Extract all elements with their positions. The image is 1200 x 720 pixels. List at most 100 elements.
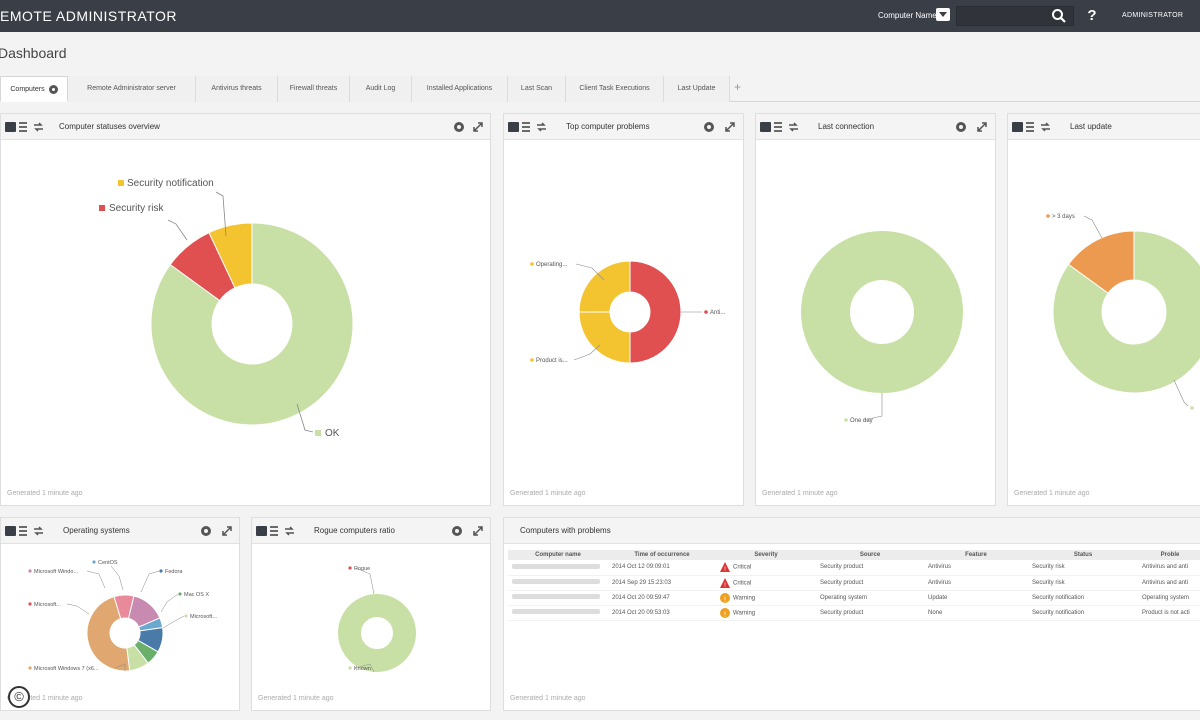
label-centos: CentOS (98, 560, 118, 566)
panel-operating-systems: Operating systems Microsoft Windo... Mic… (0, 517, 240, 711)
tab-remote-administrator-server[interactable]: Remote Administrator server (68, 76, 196, 102)
panel-last-connection: Last connection One day Generated 1 minu… (755, 113, 996, 506)
swap-icon[interactable] (33, 526, 44, 536)
slice-3-days[interactable] (1067, 230, 1135, 294)
chart-view-icon[interactable] (5, 526, 16, 536)
tab-gear-icon[interactable] (48, 84, 58, 94)
slice-anti[interactable] (629, 260, 682, 364)
generated-time: Generated 1 minute ago (510, 490, 586, 497)
table-row[interactable]: 2014 Sep 29 15:23:03 ! Critical Security … (508, 575, 1200, 591)
table-view-icon[interactable] (774, 122, 782, 132)
cell-severity: ! Warning (716, 605, 816, 621)
cell-status: Security notification (1028, 590, 1138, 606)
search-input[interactable] (956, 6, 1074, 26)
chart-view-icon[interactable] (256, 526, 267, 536)
chart-operating-systems: Microsoft Windo... Microsoft... CentOS F… (28, 560, 217, 672)
chart-last-connection: One day (801, 231, 963, 424)
search-type-dropdown[interactable] (936, 8, 950, 21)
page-title: Dashboard (0, 45, 67, 61)
swap-icon[interactable] (536, 122, 547, 132)
cell-computer-name (508, 575, 608, 591)
table-row[interactable]: 2014 Oct 20 09:59:47 ! Warning Operating … (508, 590, 1200, 606)
help-button[interactable]: ? (1087, 7, 1097, 24)
label-rogue: Rogue (354, 566, 370, 572)
tab-client-task-executions[interactable]: Client Task Executions (566, 76, 664, 102)
table-view-icon[interactable] (19, 122, 27, 132)
label-one-day: One day (850, 418, 873, 424)
generated-time: Generated 1 minute ago (510, 695, 586, 702)
expand-icon[interactable] (473, 122, 483, 132)
expand-icon[interactable] (473, 526, 483, 536)
label-win7: Microsoft Windows 7 (x6... (34, 666, 99, 672)
col-severity[interactable]: Severity (716, 550, 816, 560)
panel-title: Top computer problems (566, 122, 650, 131)
tab-last-update[interactable]: Last Update (664, 76, 730, 102)
col-computer-name[interactable]: Computer name (508, 550, 608, 560)
swap-icon[interactable] (284, 526, 295, 536)
table-row[interactable]: 2014 Oct 20 09:53:03 ! Warning Security p… (508, 605, 1200, 621)
expand-icon[interactable] (725, 122, 735, 132)
slice-operating[interactable] (578, 260, 631, 313)
col-source[interactable]: Source (816, 550, 924, 560)
col-feature[interactable]: Feature (924, 550, 1028, 560)
expand-icon[interactable] (222, 526, 232, 536)
slice-one-day[interactable] (801, 231, 963, 393)
add-tab-button[interactable]: + (734, 80, 742, 94)
slice-security-notification[interactable] (208, 222, 253, 289)
panel-title: Last connection (818, 122, 875, 131)
table-view-icon[interactable] (1026, 122, 1034, 132)
tab-last-scan[interactable]: Last Scan (508, 76, 566, 102)
expand-icon[interactable] (977, 122, 987, 132)
col-status[interactable]: Status (1028, 550, 1138, 560)
swap-icon[interactable] (788, 122, 799, 132)
panel-title: Last update (1070, 122, 1112, 131)
slice-one-day[interactable] (1052, 230, 1200, 394)
chart-view-icon[interactable] (760, 122, 771, 132)
settings-gear-icon[interactable] (454, 122, 464, 132)
table-view-icon[interactable] (522, 122, 530, 132)
settings-gear-icon[interactable] (956, 122, 966, 132)
settings-gear-icon[interactable] (452, 526, 462, 536)
cell-feature: Antivirus (924, 575, 1028, 591)
panel-last-update: Last update > 3 days Generated 1 minute … (1007, 113, 1200, 506)
search-icon[interactable] (1051, 8, 1067, 24)
chart-view-icon[interactable] (1012, 122, 1023, 132)
cell-feature: Antivirus (924, 560, 1028, 576)
tab-audit-log[interactable]: Audit Log (350, 76, 412, 102)
slice-product-is[interactable] (578, 311, 631, 364)
col-time[interactable]: Time of occurrence (608, 550, 716, 560)
top-bar: EMOTE ADMINISTRATOR Computer Name ? ADMI… (0, 0, 1200, 32)
panel-computer-statuses: Computer statuses overview Security noti… (0, 113, 491, 506)
chart-view-icon[interactable] (5, 122, 16, 132)
slice-ok[interactable] (150, 222, 354, 426)
settings-gear-icon[interactable] (201, 526, 211, 536)
settings-gear-icon[interactable] (704, 122, 714, 132)
cell-severity: ! Critical (716, 560, 816, 576)
tab-computers[interactable]: Computers (0, 76, 68, 102)
col-problem[interactable]: Proble (1138, 550, 1200, 560)
cell-severity: ! Critical (716, 575, 816, 591)
dashboard-tabs: Computers Remote Administrator server An… (0, 76, 1200, 102)
table-view-icon[interactable] (19, 526, 27, 536)
tab-label: Computers (10, 86, 45, 93)
panel-title: Rogue computers ratio (314, 526, 395, 535)
chart-view-icon[interactable] (508, 122, 519, 132)
tab-installed-applications[interactable]: Installed Applications (412, 76, 508, 102)
tab-firewall-threats[interactable]: Firewall threats (278, 76, 350, 102)
generated-time: Generated 1 minute ago (7, 695, 83, 702)
slice-microsoft[interactable] (126, 644, 149, 672)
legend-swatch (315, 430, 321, 436)
table-row[interactable]: 2014 Oct 12 09:09:01 ! Critical Security … (508, 560, 1200, 576)
cell-time: 2014 Sep 29 15:23:03 (608, 575, 716, 591)
swap-icon[interactable] (33, 122, 44, 132)
table-view-icon[interactable] (270, 526, 278, 536)
user-menu[interactable]: ADMINISTRATOR (1122, 12, 1184, 19)
cell-computer-name (508, 605, 608, 621)
slice-known[interactable] (338, 594, 416, 672)
cell-source: Security product (816, 605, 924, 621)
slice-microsoft-windows-7-x6[interactable] (86, 595, 131, 672)
tab-antivirus-threats[interactable]: Antivirus threats (196, 76, 278, 102)
cell-feature: None (924, 605, 1028, 621)
copyright-mark: © (8, 686, 30, 708)
swap-icon[interactable] (1040, 122, 1051, 132)
